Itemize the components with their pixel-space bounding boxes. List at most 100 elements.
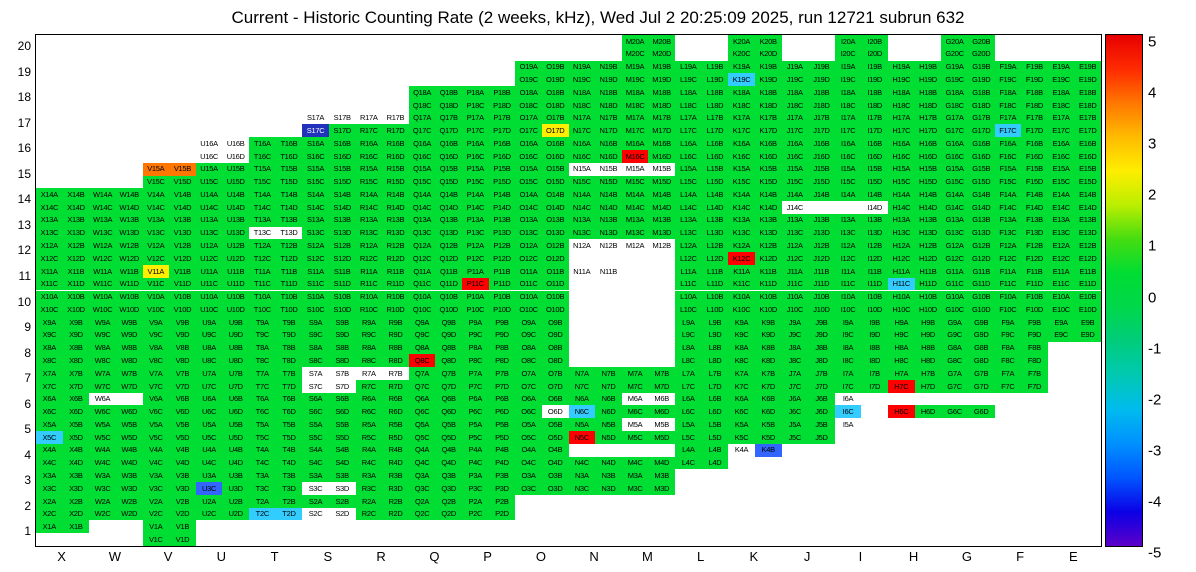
cell-J10A: J10A — [781, 290, 809, 304]
cell-R17D: R17D — [382, 124, 409, 138]
cell-T3A: T3A — [249, 469, 276, 483]
cell-S11B: S11B — [328, 264, 356, 278]
cell-X13A: X13A — [36, 213, 63, 227]
cell-U4D: U4D — [222, 456, 249, 470]
cell-O14C: O14C — [515, 201, 542, 214]
cell-L9D: L9D — [701, 328, 729, 342]
cell-U13D: U13D — [222, 226, 249, 240]
cell-E10D: E10D — [1074, 303, 1101, 317]
cell-W4A: W4A — [89, 443, 116, 457]
cell-O18D: O18D — [541, 98, 569, 112]
colorbar-tick-0: 0 — [1148, 289, 1157, 306]
cell-E19A: E19A — [1047, 60, 1075, 74]
cell-V5D: V5D — [169, 431, 196, 444]
cell-Q9B: Q9B — [435, 316, 462, 329]
cell-V12A: V12A — [142, 239, 170, 253]
cell-H16C: H16C — [888, 149, 915, 163]
cell-Q13B: Q13B — [435, 213, 462, 227]
cell-G7D: G7D — [967, 379, 995, 393]
cell-G13B: G13B — [967, 213, 995, 227]
cell-W10B: W10B — [115, 290, 143, 304]
cell-T4A: T4A — [249, 443, 276, 457]
cell-G16A: G16A — [941, 137, 968, 150]
cell-M18C: M18C — [621, 98, 649, 112]
cell-K14B: K14B — [754, 188, 782, 202]
cell-L15A: L15A — [675, 162, 702, 176]
cell-V13C: V13C — [142, 226, 170, 240]
cell-P12A: P12A — [462, 239, 489, 253]
cell-K15C: K15C — [728, 175, 755, 189]
cell-P17B: P17B — [488, 111, 516, 125]
cell-N12B: N12B — [595, 239, 622, 253]
cell-R15C: R15C — [355, 175, 383, 189]
cell-W12D: W12D — [115, 252, 143, 265]
cell-I18C: I18C — [834, 98, 862, 112]
cell-U7C: U7C — [195, 379, 223, 393]
cell-R2C: R2C — [355, 507, 383, 521]
x-axis-label-L: L — [697, 549, 705, 564]
cell-F8D: F8D — [1021, 354, 1048, 368]
cell-R3D: R3D — [382, 482, 409, 495]
cell-H8B: H8B — [914, 341, 942, 355]
cell-K20D: K20D — [754, 47, 782, 61]
x-axis-label-H: H — [908, 549, 919, 564]
cell-O5D: O5D — [541, 431, 569, 444]
cell-I9D: I9D — [861, 328, 888, 342]
cell-E16B: E16B — [1074, 137, 1101, 150]
cell-K5D: K5D — [754, 431, 782, 444]
cell-M3C: M3C — [621, 482, 649, 495]
cell-K19B: K19B — [754, 60, 782, 74]
cell-W14B: W14B — [115, 188, 143, 202]
cell-H11C: H11C — [888, 277, 915, 291]
cell-U14C: U14C — [195, 201, 223, 214]
cell-I17A: I17A — [834, 111, 862, 125]
cell-P13B: P13B — [488, 213, 516, 227]
cell-T11B: T11B — [275, 264, 303, 278]
x-axis-label-I: I — [858, 549, 863, 564]
cell-N17B: N17B — [595, 111, 622, 125]
cell-F14C: F14C — [994, 201, 1022, 214]
cell-P5A: P5A — [462, 418, 489, 432]
cell-X2A: X2A — [36, 494, 63, 508]
cell-I11D: I11D — [861, 277, 888, 291]
cell-F12C: F12C — [994, 252, 1022, 265]
cell-X6B: X6B — [62, 392, 90, 406]
cell-J8B: J8B — [808, 341, 835, 355]
cell-U13A: U13A — [195, 213, 223, 227]
cell-V8A: V8A — [142, 341, 170, 355]
cell-N7D: N7D — [595, 379, 622, 393]
cell-S11A: S11A — [302, 264, 329, 278]
cell-W13D: W13D — [115, 226, 143, 240]
cell-L13A: L13A — [675, 213, 702, 227]
cell-I10B: I10B — [861, 290, 888, 304]
cell-T7A: T7A — [249, 367, 276, 380]
cell-N19D: N19D — [595, 73, 622, 87]
cell-T8D: T8D — [275, 354, 303, 368]
cell-V5B: V5B — [169, 418, 196, 432]
chart-title: Current - Historic Counting Rate (2 week… — [231, 8, 965, 27]
cell-T6A: T6A — [249, 392, 276, 406]
cell-P16C: P16C — [462, 149, 489, 163]
cell-I7D: I7D — [861, 379, 888, 393]
cell-O6A: O6A — [515, 392, 542, 406]
cell-O10D: O10D — [541, 303, 569, 317]
cell-L17D: L17D — [701, 124, 729, 138]
cell-N7B: N7B — [595, 367, 622, 380]
x-axis-label-Q: Q — [429, 549, 440, 564]
cell-S4B: S4B — [328, 443, 356, 457]
cell-G16D: G16D — [967, 149, 995, 163]
cell-T14D: T14D — [275, 201, 303, 214]
cell-Q14A: Q14A — [408, 188, 436, 202]
cell-F9D: F9D — [1021, 328, 1048, 342]
cell-L5C: L5C — [675, 431, 702, 444]
cell-S5B: S5B — [328, 418, 356, 432]
cell-T13A: T13A — [249, 213, 276, 227]
y-axis-label-19: 19 — [17, 64, 31, 79]
cell-I16A: I16A — [834, 137, 862, 150]
cell-R9A: R9A — [355, 316, 383, 329]
cell-Q16B: Q16B — [435, 137, 462, 150]
cell-P2B: P2B — [488, 494, 516, 508]
cell-X2B: X2B — [62, 494, 90, 508]
cell-W7A: W7A — [89, 367, 116, 380]
cell-V4A: V4A — [142, 443, 170, 457]
